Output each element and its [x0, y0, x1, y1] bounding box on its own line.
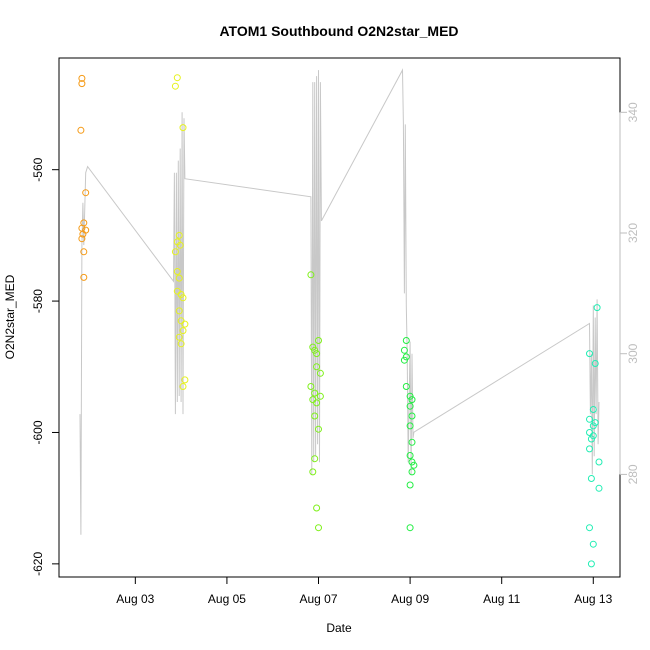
scatter-point	[589, 406, 597, 413]
scatter-point	[309, 468, 317, 476]
scatter-point	[595, 458, 603, 466]
scatter-point	[589, 422, 597, 430]
scatter-point	[402, 383, 410, 390]
scatter-point	[315, 337, 322, 344]
scatter-point	[313, 504, 321, 512]
scatter-point	[173, 268, 181, 275]
scatter-point	[595, 484, 603, 492]
y-tick-label: -620	[31, 552, 45, 576]
scatter-point	[311, 389, 319, 397]
y-axis-label: O2N2star_MED	[3, 274, 17, 359]
scatter-point	[589, 540, 597, 548]
scatter-point	[82, 189, 90, 197]
scatter-point	[406, 481, 414, 489]
chart-title: ATOM1 Southbound O2N2star_MED	[219, 23, 458, 39]
scatter-point	[177, 340, 185, 348]
scatter-point	[175, 274, 183, 282]
scatter-point	[181, 376, 189, 384]
x-tick-label: Aug 03	[116, 592, 154, 606]
scatter-point	[316, 369, 324, 377]
x-tick-label: Aug 11	[483, 592, 520, 606]
scatter-point	[78, 80, 86, 88]
scatter-point	[307, 271, 315, 279]
y2-tick-label: 300	[626, 343, 640, 363]
scatter-point	[311, 346, 319, 354]
line-series	[79, 68, 600, 535]
scatter-point	[406, 422, 414, 430]
scatter-point	[315, 425, 322, 433]
scatter-point	[173, 74, 181, 82]
scatter-point	[402, 337, 410, 344]
y-tick-label: -560	[31, 157, 45, 181]
scatter-point	[309, 396, 317, 404]
scatter-point	[586, 445, 593, 453]
scatter-point	[307, 383, 315, 390]
y2-tick-label: 280	[626, 464, 640, 484]
scatter-point	[175, 231, 183, 239]
scatter-point	[171, 82, 179, 90]
y-tick-label: -600	[31, 420, 45, 444]
scatter-point	[311, 412, 319, 420]
scatter-point	[181, 320, 189, 328]
scatter-point	[78, 74, 86, 82]
scatter-point	[406, 452, 414, 459]
scatter-point	[408, 412, 416, 420]
scatter-point	[311, 455, 319, 463]
scatter-point	[316, 392, 324, 400]
scatter-point	[587, 435, 595, 443]
line-series-layer	[79, 68, 600, 535]
x-tick-label: Aug 09	[391, 592, 429, 606]
scatter-point	[313, 399, 321, 407]
scatter-point	[179, 327, 187, 335]
scatter-point	[408, 438, 416, 446]
plot-frame	[58, 57, 621, 578]
scatter-point	[408, 468, 416, 476]
scatter-point	[587, 560, 595, 568]
scatter-point	[586, 350, 593, 358]
scatter-point	[171, 248, 179, 256]
scatter-point	[179, 124, 187, 132]
scatter-point	[80, 248, 88, 256]
y-tick-label: -580	[31, 289, 45, 313]
x-tick-label: Aug 05	[208, 592, 246, 606]
scatter-point	[175, 307, 183, 315]
scatter-point	[410, 461, 418, 469]
scatter-point	[586, 524, 593, 532]
scatter-point	[591, 360, 599, 367]
scatter-point	[400, 346, 408, 354]
y2-tick-label: 320	[626, 223, 640, 243]
x-axis-label: Date	[326, 621, 352, 635]
y2-tick-label: 340	[626, 102, 640, 122]
y2-axis-right: 280 300 320 340	[619, 102, 640, 484]
scatter-point	[176, 241, 184, 249]
y-axis: -560 -580 -600 -620	[31, 157, 60, 576]
scatter-point	[406, 524, 414, 532]
scatter-points-layer	[77, 74, 603, 568]
scatter-point	[80, 273, 88, 281]
scatter-point	[313, 363, 321, 371]
x-axis: Aug 03 Aug 05 Aug 07 Aug 09 Aug 11 Aug 13	[116, 576, 613, 606]
scatter-point	[586, 415, 593, 423]
scatter-point	[408, 396, 416, 404]
x-tick-label: Aug 13	[574, 592, 612, 606]
scatter-point	[179, 383, 187, 390]
scatter-point	[400, 356, 408, 364]
x-tick-label: Aug 07	[299, 592, 337, 606]
scatter-point	[179, 294, 187, 302]
scatter-point	[406, 402, 414, 410]
scatter-point	[175, 333, 183, 341]
scatter-point	[78, 235, 86, 243]
scatter-point	[593, 304, 601, 312]
scatter-point	[79, 230, 87, 238]
scatter-point	[315, 524, 322, 532]
scatter-point	[77, 126, 85, 134]
scatter-point	[587, 475, 595, 482]
